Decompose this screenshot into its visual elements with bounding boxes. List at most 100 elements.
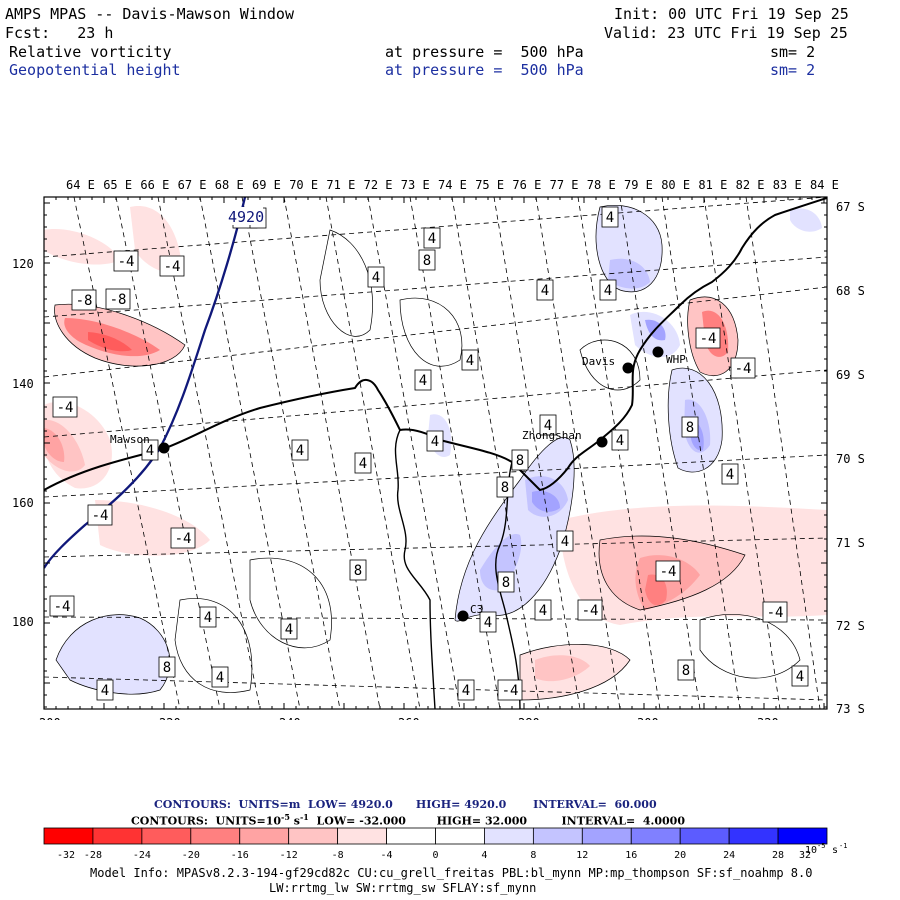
field2-name: Geopotential height: [9, 61, 181, 79]
field2-smoothing: sm= 2: [770, 61, 816, 79]
lon-label: 67 E: [178, 178, 207, 192]
vort-label: 8: [502, 575, 510, 591]
lon-label: 79 E: [624, 178, 653, 192]
colorbar-swatch: [435, 827, 485, 845]
lon-label: 70 E: [289, 178, 318, 192]
colorbar-unit: 10: [805, 845, 817, 856]
vort-label-box: [170, 527, 196, 549]
x-axis-labels: 200 220 240 260 280 300 320: [39, 716, 779, 720]
lon-label: 74 E: [438, 178, 467, 192]
contour1-high-label: HIGH=: [415, 798, 461, 811]
colorbar-tick-label: 8: [530, 850, 536, 861]
vort-label-box: [199, 606, 217, 628]
vort-label-box: [87, 504, 113, 526]
vorticity-labels: -4-4-8-8-4-4-4-4-4-4-4-4-4-4-44844444448…: [49, 206, 809, 701]
vort-label-box: [461, 349, 479, 371]
contour2-prefix: CONTOURS: UNITS=10: [131, 814, 282, 828]
lon-label: 81 E: [698, 178, 727, 192]
y-tick-label: 120: [12, 257, 34, 271]
vort-label-box: [354, 452, 372, 474]
station-name: WHP: [666, 353, 686, 366]
model-info-line2: LW:rrtmg_lw SW:rrtmg_sw SFLAY:sf_mynn: [269, 881, 537, 895]
colorbar-tick-label: -4: [381, 850, 393, 861]
lon-label: 75 E: [475, 178, 504, 192]
lat-label: 72 S: [836, 619, 865, 633]
vort-label-box: [479, 611, 497, 633]
vort-label-box: [52, 396, 78, 418]
vort-label-box: [496, 476, 514, 498]
colorbar-swatch: [484, 827, 534, 845]
lat-label: 73 S: [836, 702, 865, 716]
contour2-high: 32.000: [484, 814, 528, 828]
colorbar-swatch: [141, 827, 192, 845]
vort-label: 4: [606, 210, 614, 226]
colorbar-swatch: [288, 827, 339, 845]
vort-label: 4: [616, 433, 624, 449]
lat-label: 69 S: [836, 368, 865, 382]
contour1-interval-label: INTERVAL=: [533, 798, 607, 811]
lon-label: 69 E: [252, 178, 281, 192]
lon-label: 76 E: [512, 178, 541, 192]
x-tick-label: 220: [159, 716, 181, 720]
vort-label-box: [349, 559, 367, 581]
vort-label: 8: [686, 420, 694, 436]
colorbar-swatch: [239, 827, 290, 845]
colorbar-tick-label: -24: [133, 850, 151, 861]
latitude-labels: 67 S 68 S 69 S 70 S 71 S 72 S 73 S: [836, 200, 865, 716]
contour1-low: 4920.0: [350, 798, 393, 811]
contour2-interval-label: INTERVAL=: [561, 814, 636, 828]
vorticity-contour-info: CONTOURS: UNITS=10-5 s-1 LOW= -32.000 HI…: [131, 812, 685, 828]
vort-label: -4: [92, 508, 109, 524]
contour2-unit-exp: -1: [299, 812, 309, 822]
height-contour-4920: [44, 197, 247, 569]
colorbar-swatches: [43, 827, 828, 845]
colorbar-tick-label: -20: [182, 850, 200, 861]
vort-label: -4: [700, 331, 717, 347]
vort-label-box: [497, 571, 515, 593]
vort-label: 8: [354, 563, 362, 579]
vort-label: -4: [54, 599, 71, 615]
vort-label: -8: [76, 293, 93, 309]
vort-label-box: [762, 601, 788, 623]
model-info-line1: Model Info: MPASv8.2.3-194-gf29cd82c CU:…: [90, 866, 813, 880]
colorbar-tick-label: -28: [84, 850, 102, 861]
contour2-interval: 4.0000: [642, 814, 685, 828]
init-time: Init: 00 UTC Fri 19 Sep 25: [614, 5, 849, 23]
vort-label-box: [497, 679, 523, 701]
colorbar-unit-s-exp: -1: [839, 842, 847, 850]
vort-label-box: [539, 414, 557, 436]
vort-label: 4: [462, 683, 470, 699]
lon-label: 82 E: [736, 178, 765, 192]
vort-label-box: [791, 665, 809, 687]
vort-label: 4: [466, 353, 474, 369]
colorbar-tick-label: -12: [280, 850, 298, 861]
vort-label: 8: [516, 453, 524, 469]
vort-label: 4: [561, 534, 569, 550]
vort-label-box: [211, 666, 229, 688]
colorbar-tick-label: 28: [772, 850, 784, 861]
lon-label: 71 E: [326, 178, 355, 192]
vort-label-box: [158, 656, 176, 678]
colorbar-tick-label: -16: [231, 850, 249, 861]
lon-label: 78 E: [587, 178, 616, 192]
colorbar-tick-label: -8: [332, 850, 344, 861]
station-dot: [596, 436, 608, 448]
colorbar-tick-label: -32: [57, 850, 75, 861]
vort-label: -4: [57, 400, 74, 416]
lon-label: 72 E: [364, 178, 393, 192]
x-tick-label: 320: [757, 716, 779, 720]
vort-label: -4: [735, 361, 752, 377]
colorbar-unit-exp: -5: [817, 842, 825, 850]
colorbar-tick-label: 12: [576, 850, 588, 861]
contour1-interval: 60.000: [614, 798, 657, 811]
vort-label-box: [601, 206, 619, 228]
x-tick-label: 260: [398, 716, 420, 720]
colorbar-tick-label: 20: [674, 850, 686, 861]
x-tick-label: 200: [39, 716, 61, 720]
vort-label: 4: [101, 683, 109, 699]
vort-label: 4: [146, 443, 154, 459]
vort-label-box: [655, 560, 681, 582]
colorbar: -32 -28 -24 -20 -16 -12 -8 -4 0 4 8 12 16 20 24 28 32 10…: [43, 827, 847, 861]
y-axis-labels: 120 140 160 180: [12, 257, 34, 629]
vort-label: 4: [604, 283, 612, 299]
